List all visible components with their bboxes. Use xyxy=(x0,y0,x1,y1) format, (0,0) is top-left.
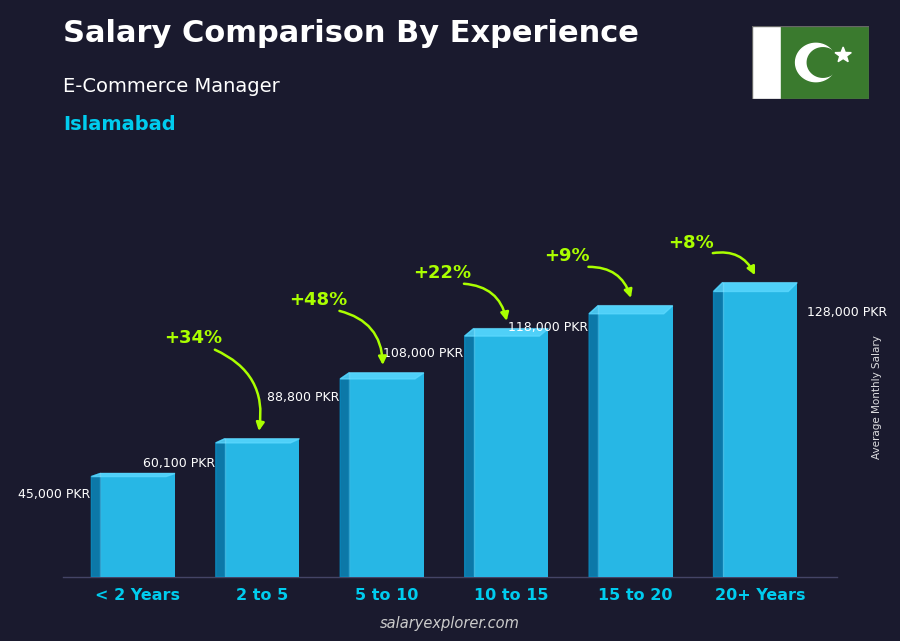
FancyBboxPatch shape xyxy=(225,438,300,577)
Polygon shape xyxy=(714,283,797,292)
Text: 128,000 PKR: 128,000 PKR xyxy=(807,306,887,319)
Polygon shape xyxy=(464,329,548,336)
FancyBboxPatch shape xyxy=(100,474,175,577)
Text: E-Commerce Manager: E-Commerce Manager xyxy=(63,77,280,96)
Text: +48%: +48% xyxy=(289,290,347,308)
Polygon shape xyxy=(92,474,100,577)
Text: Salary Comparison By Experience: Salary Comparison By Experience xyxy=(63,19,639,48)
Polygon shape xyxy=(340,373,424,379)
Polygon shape xyxy=(835,47,851,62)
Text: 108,000 PKR: 108,000 PKR xyxy=(383,347,464,360)
Text: +22%: +22% xyxy=(413,264,472,282)
Polygon shape xyxy=(714,283,723,577)
Text: +8%: +8% xyxy=(669,234,715,252)
Text: 45,000 PKR: 45,000 PKR xyxy=(18,488,90,501)
FancyBboxPatch shape xyxy=(598,306,672,577)
Polygon shape xyxy=(807,48,839,77)
Text: salaryexplorer.com: salaryexplorer.com xyxy=(380,617,520,631)
Text: Islamabad: Islamabad xyxy=(63,115,176,135)
Polygon shape xyxy=(464,329,473,577)
Text: +34%: +34% xyxy=(165,329,222,347)
Bar xyxy=(752,26,781,99)
FancyBboxPatch shape xyxy=(473,329,548,577)
Polygon shape xyxy=(216,438,225,577)
Polygon shape xyxy=(590,306,598,577)
Polygon shape xyxy=(92,474,175,476)
FancyBboxPatch shape xyxy=(723,283,797,577)
Text: 118,000 PKR: 118,000 PKR xyxy=(508,321,588,334)
Text: 60,100 PKR: 60,100 PKR xyxy=(143,457,215,470)
Bar xyxy=(781,26,868,99)
Polygon shape xyxy=(340,373,349,577)
Polygon shape xyxy=(216,438,300,443)
Polygon shape xyxy=(796,44,836,81)
Polygon shape xyxy=(590,306,672,314)
Text: +9%: +9% xyxy=(544,247,590,265)
FancyBboxPatch shape xyxy=(349,373,424,577)
Text: Average Monthly Salary: Average Monthly Salary xyxy=(872,335,883,460)
Text: 88,800 PKR: 88,800 PKR xyxy=(267,391,339,404)
